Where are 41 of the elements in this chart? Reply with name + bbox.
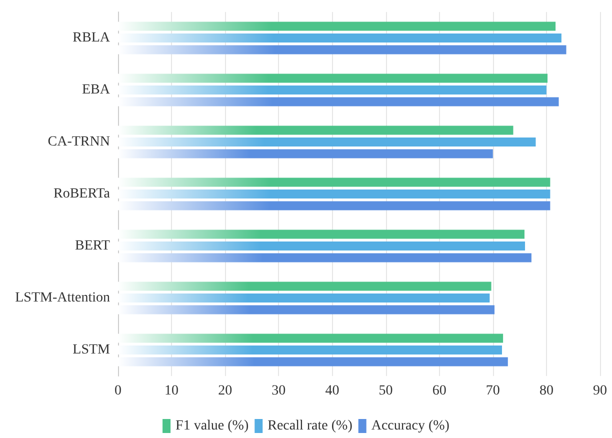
bar (118, 201, 550, 210)
x-tick-label: 60 (432, 384, 446, 398)
bar (118, 294, 490, 302)
y-tick-label: RBLA (72, 30, 111, 46)
bar (118, 346, 502, 354)
bar (118, 190, 550, 198)
legend-label: F1 value (%) (176, 418, 249, 434)
bar (118, 334, 504, 343)
y-tick-label: RoBERTa (53, 186, 111, 202)
bar (118, 242, 526, 250)
bar (118, 22, 556, 31)
x-tick-label: 80 (539, 384, 554, 398)
bar (118, 138, 536, 146)
bar (118, 34, 562, 42)
x-tick-label: 50 (378, 384, 393, 398)
bar (118, 305, 494, 314)
y-tick-label: CA-TRNN (48, 134, 110, 150)
y-tick-label: BERT (75, 238, 110, 254)
y-tick-label: LSTM-Attention (15, 290, 110, 306)
x-tick-label: 70 (486, 384, 500, 398)
x-tick-label: 30 (272, 384, 286, 398)
x-tick-label: 10 (164, 384, 179, 398)
bar (118, 86, 546, 94)
x-tick-label: 90 (593, 384, 607, 398)
legend-label: Accuracy (%) (371, 418, 450, 434)
x-tick-label: 0 (114, 384, 122, 398)
y-tick-label: EBA (82, 82, 111, 98)
x-tick-label: 20 (218, 384, 232, 398)
bar (118, 126, 514, 135)
bar (118, 149, 493, 158)
bar (118, 74, 548, 83)
bar (118, 282, 492, 291)
bar (118, 357, 508, 366)
bar (118, 45, 566, 54)
bar (118, 97, 559, 106)
bar (118, 230, 524, 239)
legend-label: Recall rate (%) (268, 418, 353, 434)
x-tick-label: 40 (325, 384, 340, 398)
bar (118, 178, 550, 187)
bar (118, 253, 532, 262)
y-tick-label: LSTM (72, 342, 111, 358)
